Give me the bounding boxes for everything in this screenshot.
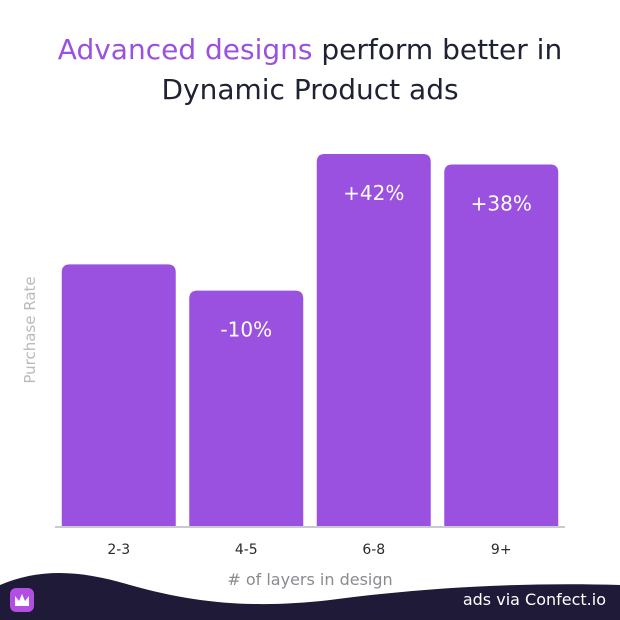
title-line2: Dynamic Product ads — [161, 73, 459, 106]
confect-logo-icon — [10, 588, 34, 612]
x-tick-label-6-8: 6-8 — [362, 542, 385, 558]
x-tick-label-4-5: 4-5 — [235, 542, 258, 558]
footer-credit: ads via Confect.io — [462, 590, 606, 609]
bar-6-8 — [316, 154, 431, 527]
title-rest: perform better in — [312, 33, 563, 66]
bar-4-5 — [189, 290, 304, 527]
x-tick-label-9+: 9+ — [491, 542, 512, 558]
x-tick-label-2-3: 2-3 — [107, 542, 130, 558]
chart-title: Advanced designs perform better in Dynam… — [0, 30, 620, 110]
title-highlight: Advanced designs — [57, 33, 313, 66]
bar-9+ — [444, 164, 559, 527]
data-label-9+: +38% — [471, 192, 532, 216]
bar-2-3 — [61, 264, 176, 527]
data-label-6-8: +42% — [343, 181, 404, 205]
data-label-4-5: -10% — [220, 318, 272, 342]
x-axis-label: # of layers in design — [227, 570, 393, 589]
